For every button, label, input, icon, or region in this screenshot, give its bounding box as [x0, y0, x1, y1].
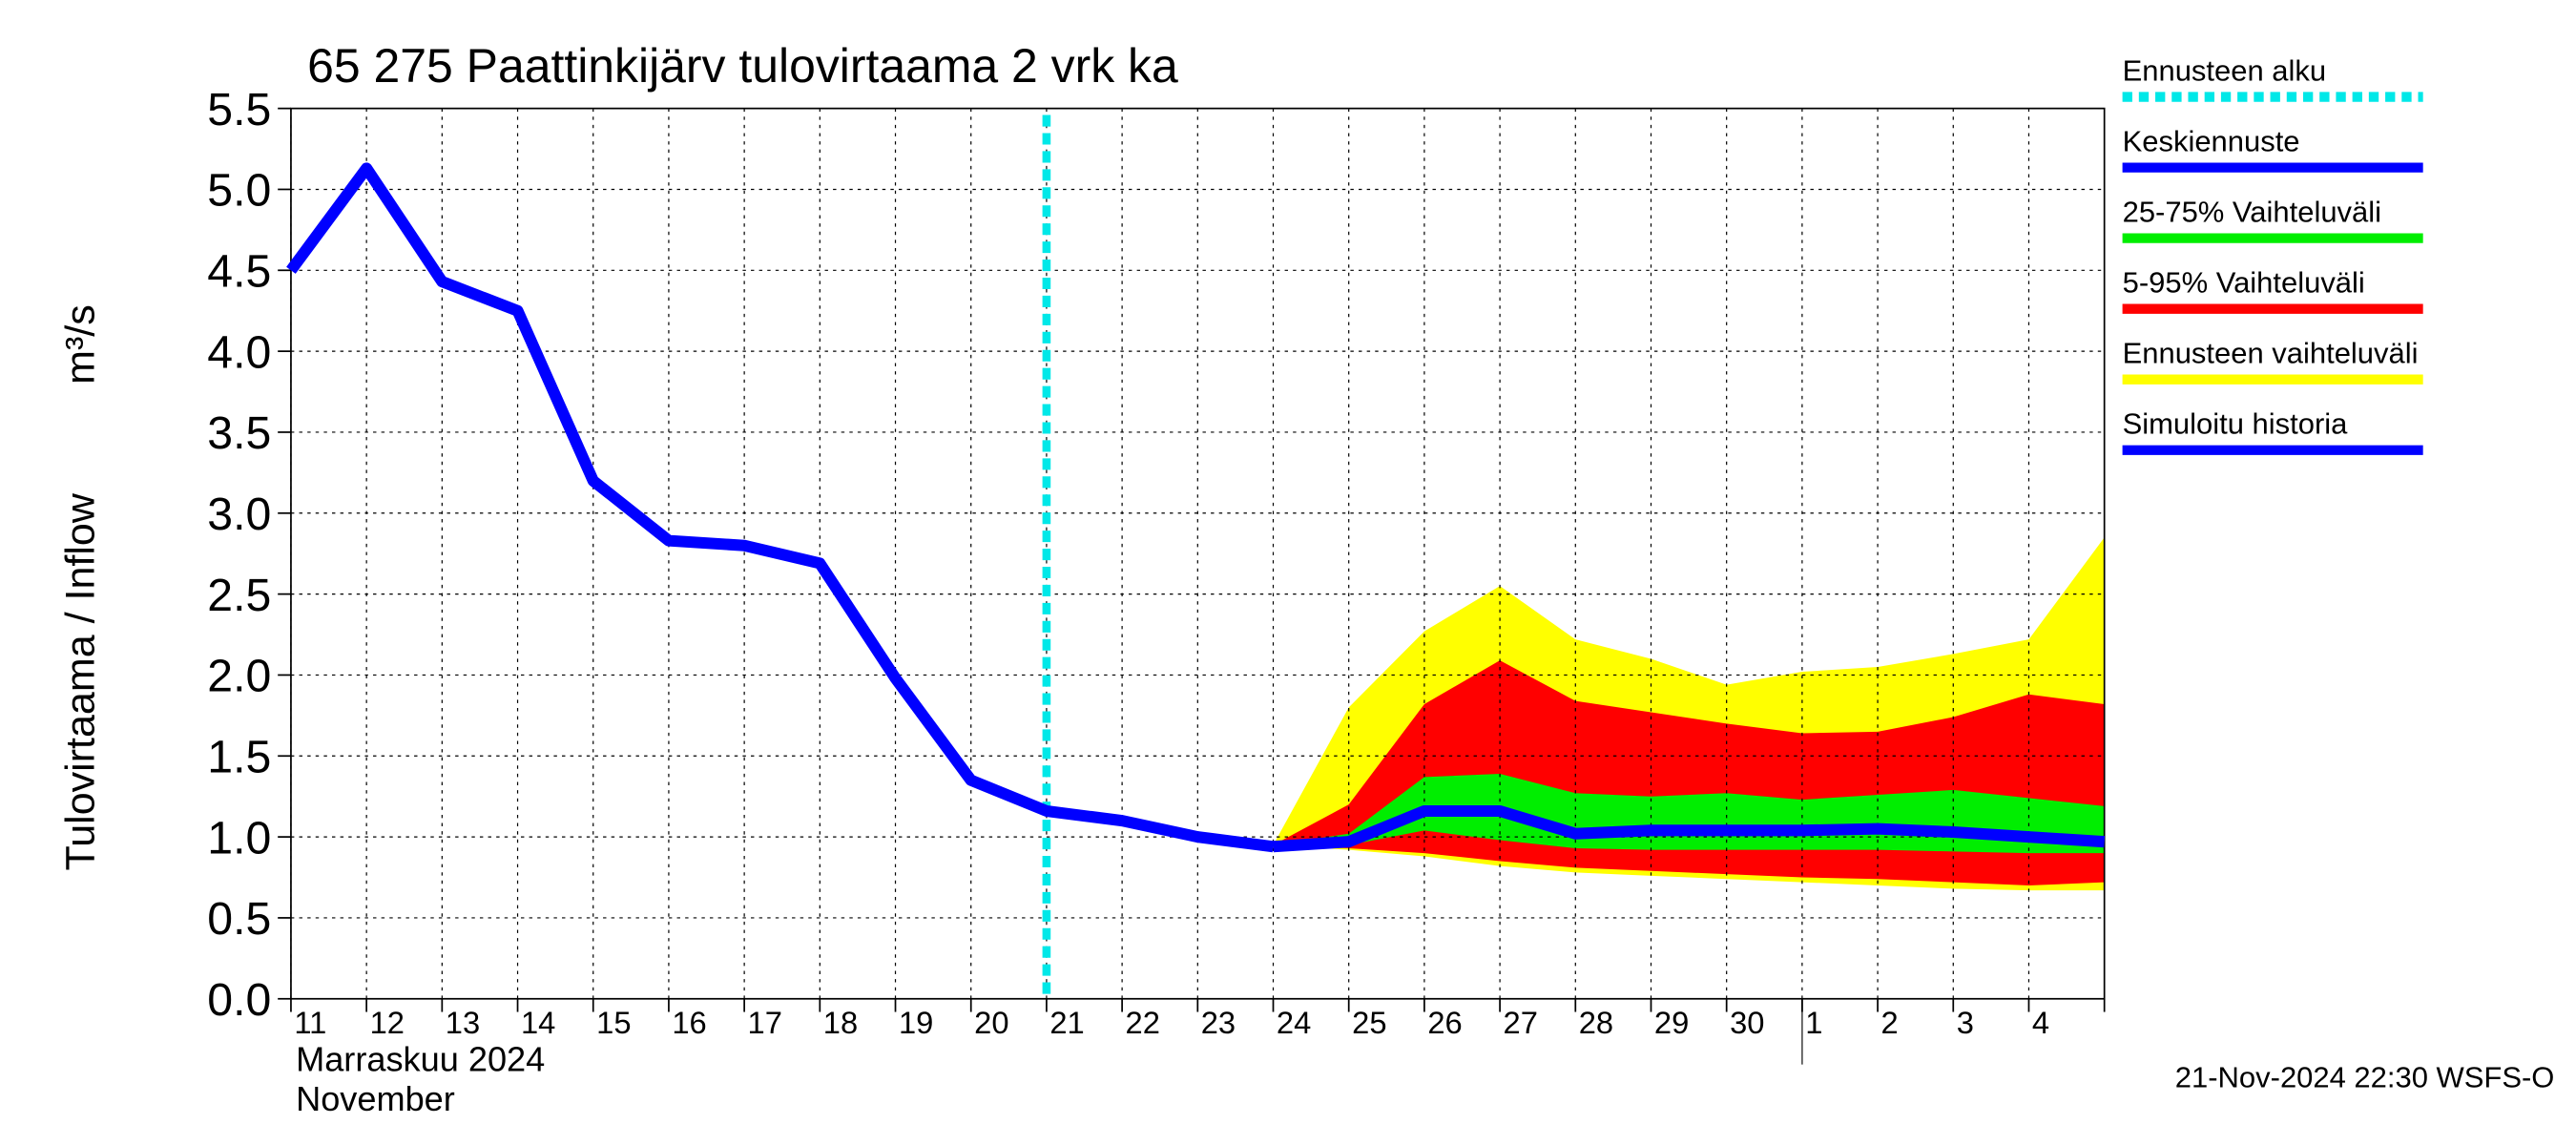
x-tick-label: 29 — [1654, 1005, 1689, 1040]
x-tick-label: 14 — [521, 1005, 555, 1040]
y-tick-label: 4.0 — [207, 326, 271, 378]
x-tick-label: 12 — [370, 1005, 405, 1040]
y-tick-label: 5.5 — [207, 84, 271, 135]
y-axis-label-group: Tulovirtaama / Inflow m³/s — [57, 304, 103, 870]
footer: 21-Nov-2024 22:30 WSFS-O — [2175, 1061, 2555, 1094]
x-tick-label: 16 — [672, 1005, 706, 1040]
x-tick-label: 19 — [899, 1005, 933, 1040]
x-tick-label: 26 — [1427, 1005, 1462, 1040]
x-tick-label: 20 — [974, 1005, 1008, 1040]
x-axis-label: Marraskuu 2024 — [296, 1040, 545, 1079]
y-tick-label: 2.0 — [207, 651, 271, 702]
y-tick-label: 4.5 — [207, 246, 271, 298]
y-tick-label: 3.0 — [207, 489, 271, 540]
chart-title: 65 275 Paattinkijärv tulovirtaama 2 vrk … — [307, 39, 1178, 93]
x-tick-label: 4 — [2032, 1005, 2049, 1040]
x-tick-label: 21 — [1049, 1005, 1084, 1040]
x-tick-label: 25 — [1352, 1005, 1386, 1040]
x-axis-label-en: November — [296, 1079, 455, 1118]
x-tick-label: 18 — [823, 1005, 858, 1040]
x-tick-label: 11 — [294, 1005, 326, 1040]
x-tick-label: 23 — [1201, 1005, 1236, 1040]
series-line — [286, 162, 1275, 853]
x-tick-label: 30 — [1730, 1005, 1764, 1040]
x-tick-label: 13 — [446, 1005, 480, 1040]
x-tick-label: 24 — [1277, 1005, 1311, 1040]
y-tick-label: 5.0 — [207, 165, 271, 217]
y-tick-label: 2.5 — [207, 570, 271, 621]
plot-frame — [290, 107, 2106, 1000]
y-tick-label: 3.5 — [207, 407, 271, 459]
x-tick-label: 2 — [1881, 1005, 1899, 1040]
legend-label: Ennusteen alku — [2123, 53, 2327, 87]
legend-label: 5-95% Vaihteluväli — [2123, 265, 2365, 299]
legend-label: Ennusteen vaihteluväli — [2123, 336, 2419, 369]
x-tick-label: 22 — [1126, 1005, 1160, 1040]
x-tick-label: 15 — [596, 1005, 631, 1040]
y-tick-label: 1.5 — [207, 731, 271, 782]
series-line — [1273, 804, 2106, 853]
x-tick-label: 27 — [1504, 1005, 1538, 1040]
legend-label: Simuloitu historia — [2123, 407, 2349, 441]
x-tick-label: 3 — [1957, 1005, 1974, 1040]
y-tick-label: 1.0 — [207, 812, 271, 864]
y-tick-label: 0.5 — [207, 893, 271, 945]
x-tick-label: 17 — [748, 1005, 782, 1040]
x-tick-label: 28 — [1579, 1005, 1613, 1040]
y-tick-label: 0.0 — [207, 974, 271, 1026]
plot-area: 11 12 13 14 15 16 17 18 19 20 21 22 23 24 25 26 27 28 29 30… — [207, 84, 2106, 1040]
x-tick-label: 1 — [1805, 1005, 1822, 1040]
legend-label: 25-75% Vaihteluväli — [2123, 195, 2381, 228]
y-axis-unit: m³/s — [57, 304, 103, 385]
y-axis-label: Tulovirtaama / Inflow — [57, 492, 103, 870]
legend-label: Keskiennuste — [2123, 124, 2300, 157]
